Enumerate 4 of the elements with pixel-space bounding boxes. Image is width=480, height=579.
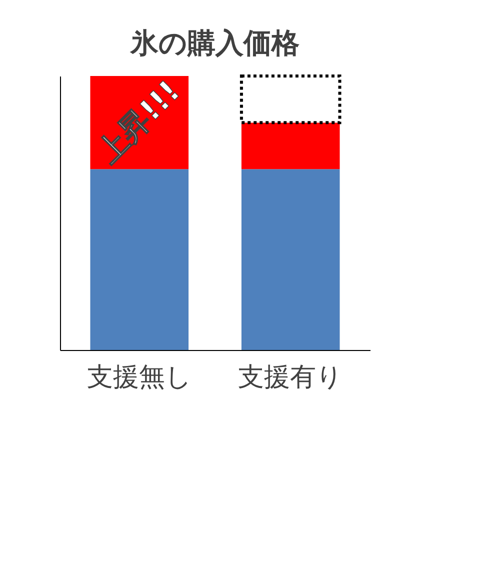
chart-title: 氷の購入価格	[130, 26, 300, 60]
x-tick-label: 支援有り	[238, 362, 344, 392]
x-tick-label: 支援無し	[86, 362, 192, 392]
annotation: 上昇!!!	[90, 74, 188, 172]
